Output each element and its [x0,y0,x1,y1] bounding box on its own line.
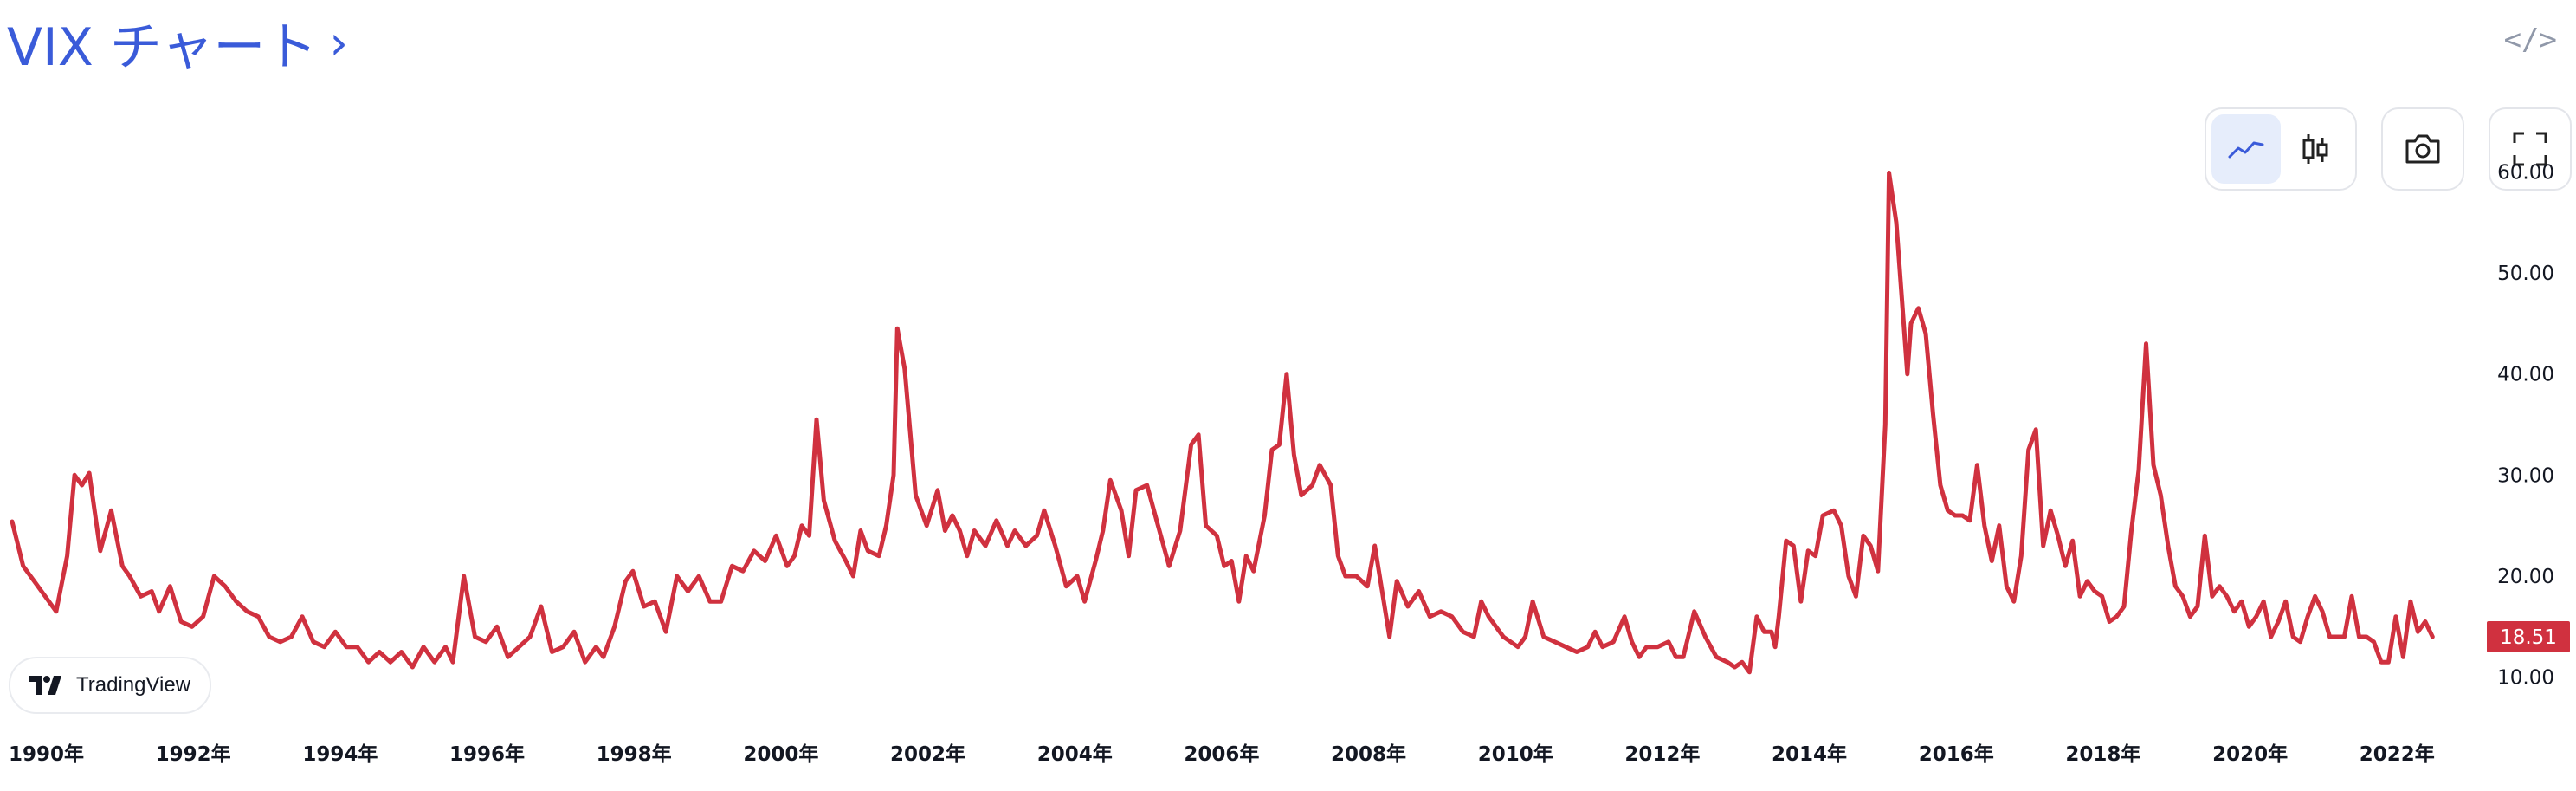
y-tick-label: 50.00 [2497,263,2554,285]
chevron-right-icon: › [329,16,348,70]
y-tick-label: 20.00 [2497,566,2554,588]
fullscreen-group [2489,107,2572,191]
x-tick-label: 2016年 [1919,742,1994,766]
x-tick-label: 2022年 [2360,742,2435,766]
x-tick-label: 1990年 [9,742,84,766]
x-tick-label: 1996年 [449,742,525,766]
x-tick-label: 2002年 [890,742,965,766]
tradingview-label: TradingView [76,673,191,697]
x-tick-label: 2008年 [1331,742,1406,766]
x-tick-label: 2012年 [1624,742,1700,766]
candlestick-icon [2302,134,2328,164]
embed-code-icon[interactable]: </> [2503,23,2557,57]
line-chart-icon [2228,141,2264,159]
tradingview-badge[interactable]: TradingView [9,657,212,714]
y-tick-label: 30.00 [2497,464,2554,487]
x-tick-label: 2010年 [1478,742,1553,766]
line-chart-button[interactable] [2211,114,2281,184]
x-tick-label: 1994年 [302,742,378,766]
camera-icon [2405,134,2440,164]
last-value-label: 18.51 [2500,626,2557,649]
series-line [10,171,2435,675]
y-tick-label: 60.00 [2497,161,2554,184]
chart-title: VIX チャート [7,17,318,78]
snapshot-group [2381,107,2464,191]
last-value-box [2487,621,2570,652]
fullscreen-toolbar [2489,107,2572,191]
x-tick-label: 2000年 [743,742,818,766]
y-tick-label: 10.00 [2497,667,2554,690]
chart-title-link[interactable]: VIX チャート › [7,5,348,81]
x-tick-label: 1998年 [597,742,672,766]
x-tick-label: 1992年 [156,742,231,766]
x-tick-label: 2014年 [1772,742,1847,766]
tradingview-logo-icon [29,676,61,695]
fullscreen-icon [2513,132,2547,166]
candlestick-button[interactable] [2281,114,2350,184]
x-tick-label: 2020年 [2212,742,2288,766]
chart-type-toolbar [2205,107,2357,191]
x-tick-label: 2004年 [1037,742,1113,766]
chart-type-group [2205,107,2357,191]
y-tick-label: 40.00 [2497,364,2554,386]
fullscreen-button[interactable] [2495,114,2565,184]
x-tick-label: 2006年 [1184,742,1259,766]
x-tick-label: 2018年 [2065,742,2140,766]
snapshot-button[interactable] [2388,114,2457,184]
snapshot-toolbar [2381,107,2464,191]
